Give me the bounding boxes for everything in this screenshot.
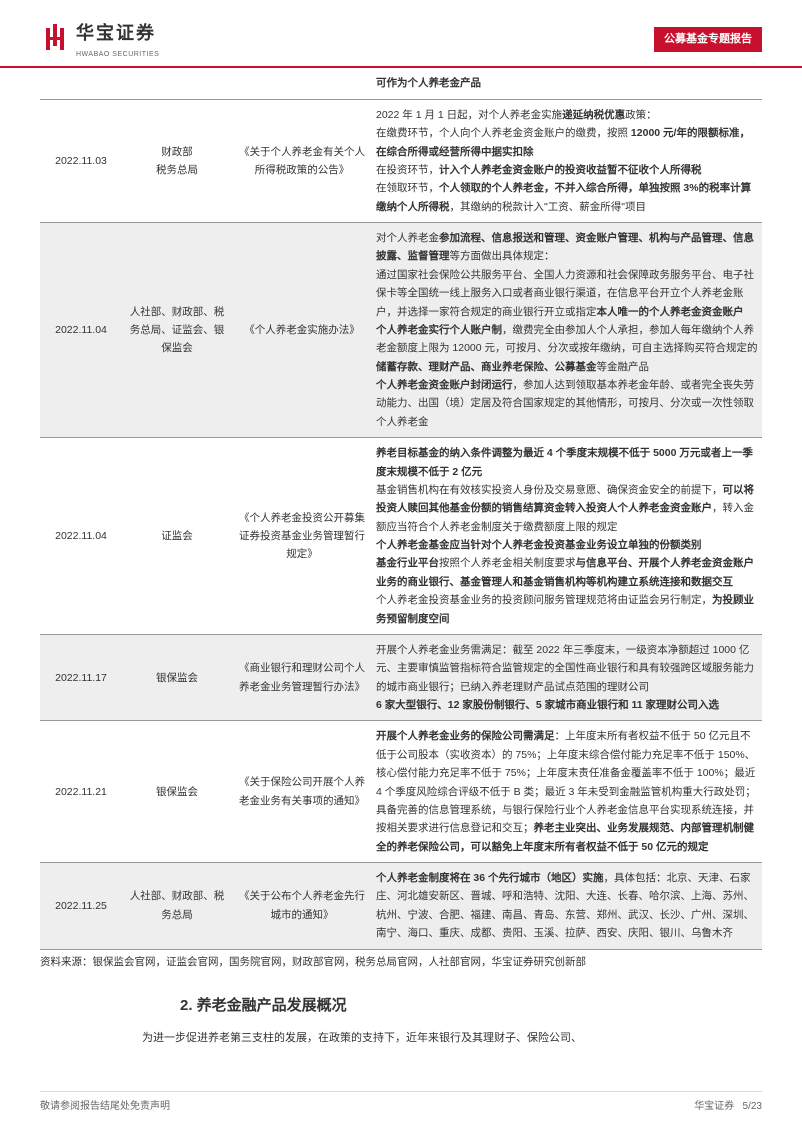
table-row: 2022.11.04证监会《个人养老金投资公开募集证券投资基金业务管理暂行规定》…: [40, 438, 762, 635]
cell-document: 《个人养老金实施办法》: [232, 223, 372, 438]
cell-department: 银保监会: [122, 721, 232, 863]
footer-page-info: 华宝证券 5/23: [694, 1098, 762, 1115]
logo-cn: 华宝证券: [76, 18, 159, 49]
cell-description: 开展个人养老金业务需满足：截至 2022 年三季度末，一级资本净额超过 1000…: [372, 634, 762, 721]
cell-date: 2022.11.03: [40, 99, 122, 222]
cell-date: 2022.11.04: [40, 438, 122, 635]
page-footer: 敬请参阅报告结尾处免责声明 华宝证券 5/23: [40, 1091, 762, 1115]
table-row: 2022.11.25人社部、财政部、税务总局《关于公布个人养老金先行城市的通知》…: [40, 863, 762, 950]
logo-en: HWABAO SECURITIES: [76, 49, 159, 61]
footer-page-number: 5/23: [743, 1101, 762, 1112]
table-row: 2022.11.17银保监会《商业银行和理财公司个人养老金业务管理暂行办法》开展…: [40, 634, 762, 721]
logo-text: 华宝证券 HWABAO SECURITIES: [76, 18, 159, 60]
page-header: 华宝证券 HWABAO SECURITIES 公募基金专题报告: [0, 0, 802, 68]
report-category-tag: 公募基金专题报告: [654, 27, 762, 52]
cell-document: 《商业银行和理财公司个人养老金业务管理暂行办法》: [232, 634, 372, 721]
cell-description: 开展个人养老金业务的保险公司需满足：上年度末所有者权益不低于 50 亿元且不低于…: [372, 721, 762, 863]
main-content: 可作为个人养老金产品2022.11.03财政部税务总局《关于个人养老金有关个人所…: [0, 68, 802, 1048]
cell-description: 2022 年 1 月 1 日起，对个人养老金实施递延纳税优惠政策：在缴费环节，个…: [372, 99, 762, 222]
cell-document: [232, 68, 372, 99]
cell-department: 银保监会: [122, 634, 232, 721]
footer-company: 华宝证券: [694, 1101, 734, 1112]
cell-department: 证监会: [122, 438, 232, 635]
cell-document: 《关于公布个人养老金先行城市的通知》: [232, 863, 372, 950]
cell-description: 个人养老金制度将在 36 个先行城市（地区）实施，具体包括：北京、天津、石家庄、…: [372, 863, 762, 950]
table-row: 2022.11.03财政部税务总局《关于个人养老金有关个人所得税政策的公告》20…: [40, 99, 762, 222]
cell-document: 《关于个人养老金有关个人所得税政策的公告》: [232, 99, 372, 222]
logo-area: 华宝证券 HWABAO SECURITIES: [40, 18, 159, 60]
cell-description: 养老目标基金的纳入条件调整为最近 4 个季度末规模不低于 5000 万元或者上一…: [372, 438, 762, 635]
cell-date: 2022.11.17: [40, 634, 122, 721]
policy-table: 可作为个人养老金产品2022.11.03财政部税务总局《关于个人养老金有关个人所…: [40, 68, 762, 949]
cell-date: 2022.11.04: [40, 223, 122, 438]
source-line: 资料来源：银保监会官网，证监会官网，国务院官网，财政部官网，税务总局官网，人社部…: [40, 950, 762, 980]
cell-date: [40, 68, 122, 99]
cell-department: 财政部税务总局: [122, 99, 232, 222]
cell-department: [122, 68, 232, 99]
table-row: 2022.11.04人社部、财政部、税务总局、证监会、银保监会《个人养老金实施办…: [40, 223, 762, 438]
cell-date: 2022.11.25: [40, 863, 122, 950]
cell-department: 人社部、财政部、税务总局、证监会、银保监会: [122, 223, 232, 438]
cell-description: 对个人养老金参加流程、信息报送和管理、资金账户管理、机构与产品管理、信息披露、监…: [372, 223, 762, 438]
logo-icon: [40, 24, 70, 54]
table-row: 2022.11.21银保监会《关于保险公司开展个人养老金业务有关事项的通知》开展…: [40, 721, 762, 863]
cell-document: 《个人养老金投资公开募集证券投资基金业务管理暂行规定》: [232, 438, 372, 635]
section-body: 为进一步促进养老第三支柱的发展，在政策的支持下，近年来银行及其理财子、保险公司、: [120, 1029, 762, 1049]
cell-date: 2022.11.21: [40, 721, 122, 863]
cell-document: 《关于保险公司开展个人养老金业务有关事项的通知》: [232, 721, 372, 863]
cell-department: 人社部、财政部、税务总局: [122, 863, 232, 950]
section-title: 2. 养老金融产品发展概况: [180, 993, 762, 1019]
cell-description: 可作为个人养老金产品: [372, 68, 762, 99]
table-row: 可作为个人养老金产品: [40, 68, 762, 99]
footer-disclaimer: 敬请参阅报告结尾处免责声明: [40, 1098, 170, 1115]
